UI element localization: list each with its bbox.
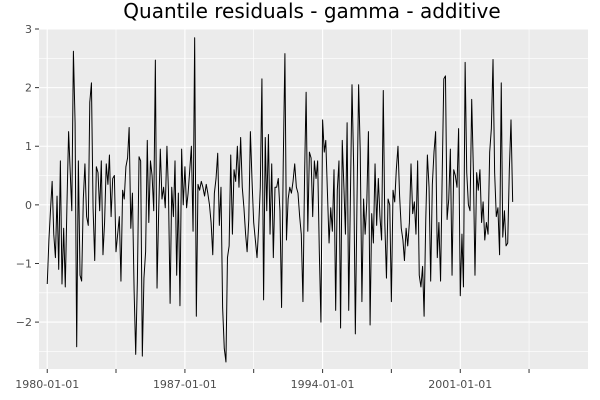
x-tick-label: 2001-01-01 [428,378,492,391]
x-tick-label: 1994-01-01 [291,378,355,391]
x-axis: 1980-01-01 1987-01-01 1994-01-01 2001-01-01 [15,369,530,391]
x-tick-label: 1987-01-01 [153,378,217,391]
y-tick-label: 0 [25,199,32,212]
residual-series-line [46,37,514,363]
chart-title: Quantile residuals - gamma - additive [123,0,500,23]
x-tick-label: 1980-01-01 [15,378,79,391]
y-tick-label: 2 [25,82,32,95]
y-tick-label: 3 [25,23,32,36]
y-tick-label: 1 [25,140,32,153]
series-layer [46,37,514,363]
y-tick-label: −2 [16,316,32,329]
y-tick-label: −1 [16,257,32,270]
y-axis: 3 2 1 0 −1 −2 [16,23,39,329]
